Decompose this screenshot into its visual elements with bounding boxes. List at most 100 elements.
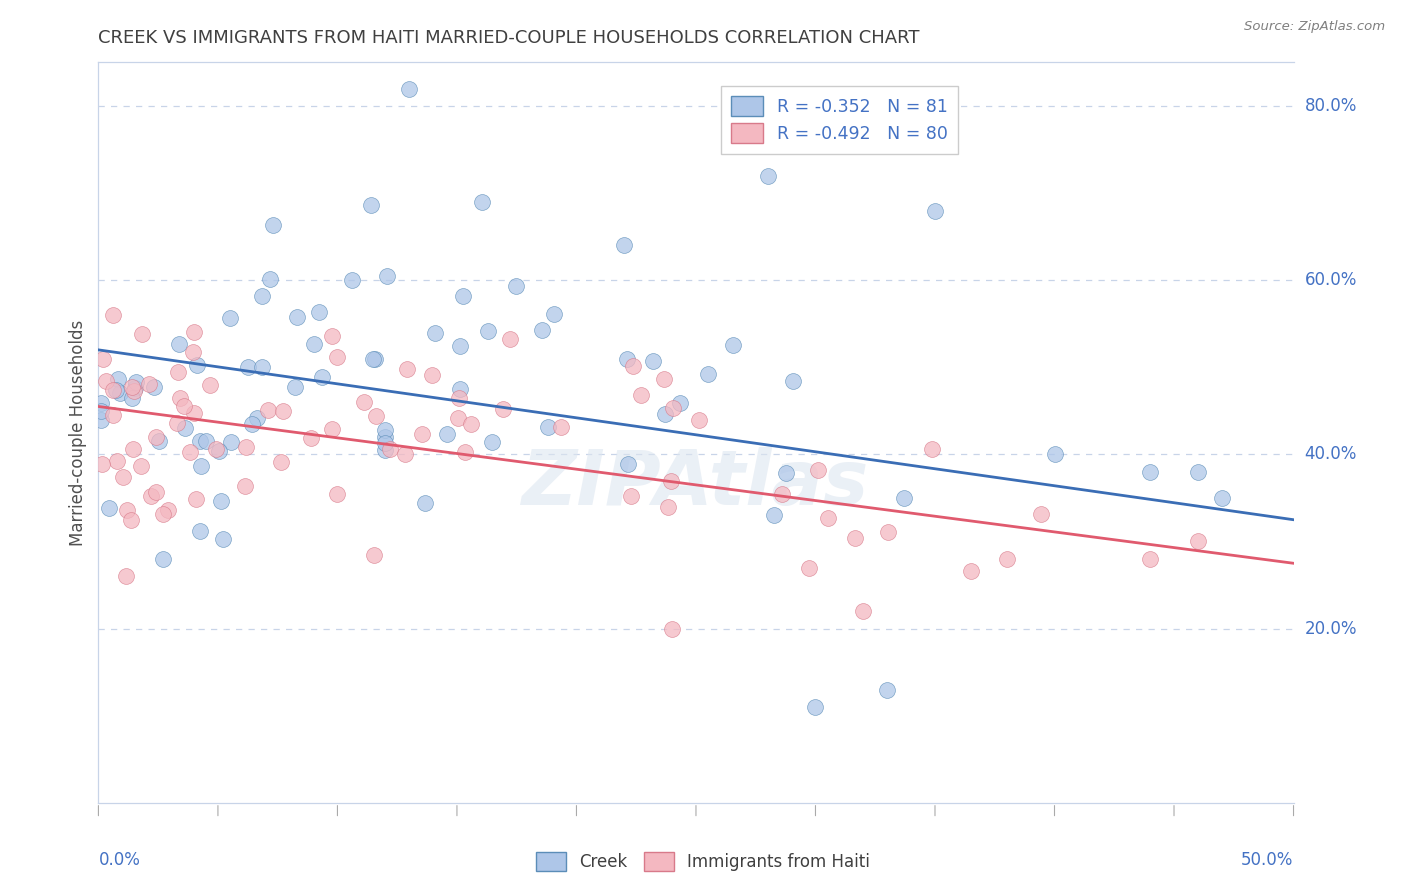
Point <box>186 491 208 506</box>
Point <box>659 475 682 489</box>
Point <box>340 273 363 287</box>
Point <box>447 411 470 425</box>
Point <box>643 354 665 368</box>
Point <box>669 396 692 410</box>
Point <box>499 332 522 346</box>
Point <box>1211 491 1233 505</box>
Point <box>285 310 308 325</box>
Point <box>103 409 125 423</box>
Point <box>763 508 786 523</box>
Point <box>284 380 307 394</box>
Point <box>817 511 839 525</box>
Point <box>235 441 257 455</box>
Point <box>775 467 797 481</box>
Point <box>360 197 382 211</box>
Point <box>195 434 218 448</box>
Point <box>756 169 779 183</box>
Point <box>1187 534 1209 549</box>
Point <box>451 289 474 303</box>
Point <box>121 391 143 405</box>
Point <box>481 435 503 450</box>
Point <box>115 502 138 516</box>
Point <box>246 410 269 425</box>
Point <box>1139 552 1161 566</box>
Point <box>621 359 644 374</box>
Point <box>363 549 385 563</box>
Point <box>156 503 179 517</box>
Point <box>1031 507 1053 521</box>
Point <box>167 365 190 379</box>
Text: 50.0%: 50.0% <box>1241 851 1294 869</box>
Point <box>112 470 135 484</box>
Point <box>181 344 204 359</box>
Text: 80.0%: 80.0% <box>1305 97 1357 115</box>
Point <box>183 407 205 421</box>
Text: Source: ZipAtlas.com: Source: ZipAtlas.com <box>1244 20 1385 33</box>
Point <box>125 375 148 389</box>
Point <box>1187 465 1209 479</box>
Point <box>101 383 124 397</box>
Legend: Creek, Immigrants from Haiti: Creek, Immigrants from Haiti <box>527 843 879 880</box>
Point <box>115 569 138 583</box>
Y-axis label: Married-couple Households: Married-couple Households <box>69 319 87 546</box>
Point <box>876 682 898 697</box>
Point <box>236 360 259 375</box>
Point <box>374 424 396 438</box>
Point <box>256 403 278 417</box>
Point <box>620 489 643 503</box>
Point <box>921 442 943 456</box>
Point <box>460 417 482 431</box>
Point <box>124 381 146 395</box>
Point <box>209 494 232 508</box>
Point <box>200 378 222 392</box>
Point <box>688 413 710 427</box>
Point <box>652 371 675 385</box>
Point <box>120 513 142 527</box>
Point <box>121 380 143 394</box>
Point <box>302 337 325 351</box>
Point <box>107 372 129 386</box>
Point <box>190 458 212 473</box>
Point <box>423 326 446 341</box>
Point <box>374 436 396 450</box>
Point <box>662 401 685 415</box>
Point <box>138 376 160 391</box>
Point <box>121 442 143 456</box>
Point <box>413 496 436 510</box>
Point <box>219 310 242 325</box>
Point <box>374 430 396 444</box>
Point <box>208 443 231 458</box>
Point <box>505 278 527 293</box>
Point <box>797 561 820 575</box>
Point <box>326 351 349 365</box>
Point <box>613 238 636 252</box>
Point <box>188 524 211 538</box>
Point <box>1043 447 1066 461</box>
Point <box>543 307 565 321</box>
Point <box>877 524 900 539</box>
Point <box>420 368 443 383</box>
Point <box>129 459 152 474</box>
Point <box>924 203 946 218</box>
Point <box>364 352 387 367</box>
Point <box>90 413 112 427</box>
Point <box>308 305 330 319</box>
Point <box>311 370 333 384</box>
Point <box>321 422 343 436</box>
Point <box>105 383 128 397</box>
Point <box>148 434 170 449</box>
Point <box>145 485 167 500</box>
Point <box>398 81 420 95</box>
Point <box>173 399 195 413</box>
Point <box>179 445 201 459</box>
Text: 40.0%: 40.0% <box>1305 445 1357 464</box>
Point <box>233 479 256 493</box>
Point <box>152 507 174 521</box>
Point <box>852 604 875 618</box>
Point <box>259 271 281 285</box>
Point <box>101 308 124 322</box>
Point <box>436 427 458 442</box>
Text: 0.0%: 0.0% <box>98 851 141 869</box>
Point <box>90 457 112 471</box>
Point <box>378 442 401 456</box>
